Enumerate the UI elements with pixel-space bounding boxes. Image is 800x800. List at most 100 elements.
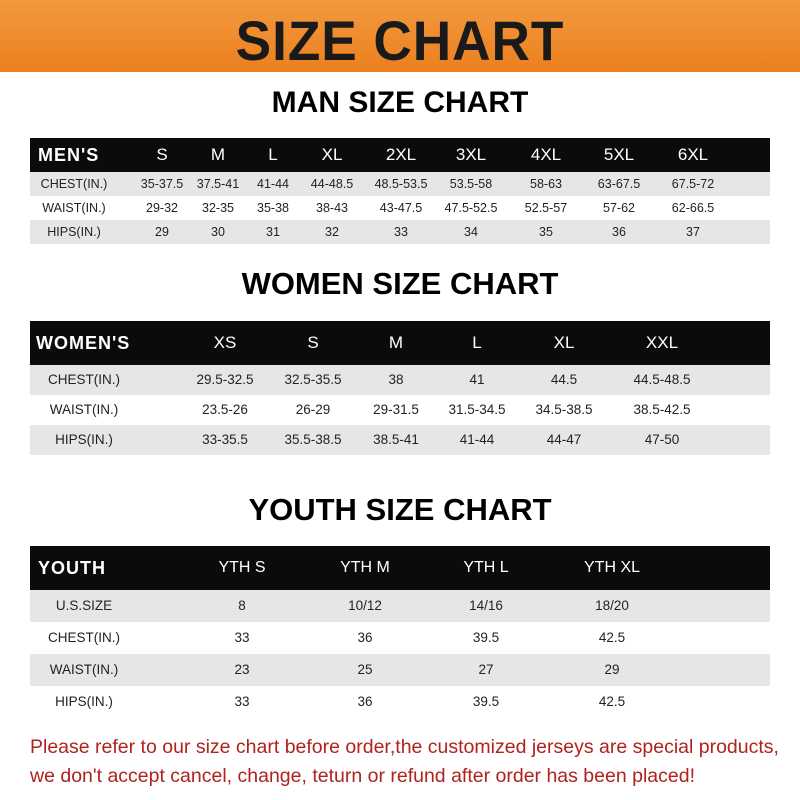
table-cell: 33 [234, 630, 250, 645]
size-header-cell: 6XL [677, 145, 709, 164]
table-cell: 38.5-41 [373, 432, 419, 447]
table-cell: 29 [155, 225, 169, 239]
size-header-cell: 2XL [385, 145, 417, 164]
table-cell: 25 [357, 662, 373, 677]
table-title-cell: MEN'S [38, 145, 100, 165]
table-cell: 26-29 [295, 402, 331, 417]
measure-label-cell: WAIST(IN.) [49, 662, 119, 677]
table-row: HIPS(IN.) 33 36 39.5 42.5 [30, 686, 770, 718]
table-cell: 32-35 [202, 201, 234, 215]
table-cell: 43-47.5 [379, 201, 423, 215]
table-cell: 31 [266, 225, 280, 239]
size-header-cell: YTH XL [583, 559, 641, 576]
men-header-row: MEN'S S M L XL 2XL 3XL 4XL 5XL 6XL [30, 138, 770, 172]
size-header-cell: 5XL [603, 145, 635, 164]
table-row: WAIST(IN.) 29-32 32-35 35-38 38-43 43-47.5 47.… [30, 196, 770, 220]
measure-label-cell: CHEST(IN.) [40, 177, 108, 191]
table-cell: 44.5-48.5 [633, 372, 691, 387]
table-cell: 38-43 [316, 201, 348, 215]
measure-label-cell: HIPS(IN.) [55, 432, 113, 447]
table-cell: 10/12 [348, 598, 382, 613]
size-header-cell: M [210, 145, 226, 164]
table-cell: 29.5-32.5 [196, 372, 254, 387]
table-cell: 23 [234, 662, 250, 677]
table-cell: 29-31.5 [373, 402, 419, 417]
table-row: CHEST(IN.) 29.5-32.5 32.5-35.5 38 41 44.5 44.5… [30, 365, 770, 395]
table-row: U.S.SIZE 8 10/12 14/16 18/20 [30, 590, 770, 622]
women-header-row: WOMEN'S XS S M L XL XXL [30, 321, 770, 365]
table-cell: 41-44 [459, 432, 495, 447]
table-cell: 35-37.5 [140, 177, 184, 191]
table-cell: 39.5 [472, 630, 500, 645]
disclaimer: Please refer to our size chart before or… [30, 733, 790, 791]
table-cell: 32.5-35.5 [284, 372, 342, 387]
size-header-cell: XL [321, 145, 343, 164]
table-title-cell: WOMEN'S [36, 333, 131, 353]
table-row: WAIST(IN.) 23 25 27 29 [30, 654, 770, 686]
table-cell: 58-63 [530, 177, 562, 191]
table-cell: 23.5-26 [202, 402, 248, 417]
size-header-cell: S [307, 333, 319, 352]
table-cell: 36 [612, 225, 626, 239]
measure-label-cell: CHEST(IN.) [48, 630, 120, 645]
table-cell: 30 [211, 225, 225, 239]
size-header-cell: L [472, 333, 482, 352]
size-header-cell: 4XL [530, 145, 562, 164]
table-cell: 34 [464, 225, 478, 239]
table-cell: 41 [469, 372, 485, 387]
table-cell: 47-50 [644, 432, 680, 447]
table-cell: 44-47 [546, 432, 582, 447]
men-section-title: MAN SIZE CHART [271, 86, 529, 119]
table-cell: 32 [325, 225, 339, 239]
table-cell: 29 [604, 662, 620, 677]
measure-label-cell: HIPS(IN.) [47, 225, 101, 239]
table-cell: 47.5-52.5 [444, 201, 498, 215]
table-cell: 14/16 [469, 598, 503, 613]
table-cell: 67.5-72 [671, 177, 715, 191]
measure-label-cell: WAIST(IN.) [42, 201, 106, 215]
women-section-title: WOMEN SIZE CHART [241, 266, 559, 301]
table-cell: 53.5-58 [449, 177, 493, 191]
youth-section-title: YOUTH SIZE CHART [248, 492, 552, 527]
measure-label-cell: CHEST(IN.) [48, 372, 120, 387]
table-cell: 35 [539, 225, 553, 239]
table-cell: 37.5-41 [196, 177, 240, 191]
table-row: WAIST(IN.) 23.5-26 26-29 29-31.5 31.5-34.5 34… [30, 395, 770, 425]
table-cell: 62-66.5 [671, 201, 715, 215]
size-header-cell: S [156, 145, 168, 164]
table-cell: 42.5 [598, 694, 626, 709]
size-header-cell: YTH S [218, 559, 266, 576]
table-cell: 52.5-57 [524, 201, 568, 215]
table-cell: 41-44 [257, 177, 289, 191]
table-cell: 39.5 [472, 694, 500, 709]
table-cell: 8 [238, 598, 246, 613]
table-title-cell: YOUTH [38, 558, 106, 578]
table-row: CHEST(IN.) 35-37.5 37.5-41 41-44 44-48.5 48.5… [30, 172, 770, 196]
table-cell: 44-48.5 [310, 177, 354, 191]
disclaimer-line-2: we don't accept cancel, change, teturn o… [30, 765, 695, 787]
table-cell: 35-38 [257, 201, 289, 215]
measure-label-cell: WAIST(IN.) [49, 402, 119, 417]
measure-label-cell: U.S.SIZE [55, 598, 113, 613]
table-cell: 33 [394, 225, 408, 239]
table-cell: 57-62 [603, 201, 635, 215]
disclaimer-line-1: Please refer to our size chart before or… [30, 736, 779, 758]
table-cell: 36 [357, 630, 373, 645]
size-header-cell: L [268, 145, 278, 164]
women-size-table: WOMEN'S XS S M L XL XXL CHEST(IN.) 29.5-32.5 32.5… [30, 321, 770, 455]
table-cell: 38 [388, 372, 404, 387]
size-header-cell: XXL [645, 333, 679, 352]
table-cell: 63-67.5 [597, 177, 641, 191]
table-cell: 31.5-34.5 [448, 402, 506, 417]
table-cell: 38.5-42.5 [633, 402, 691, 417]
size-header-cell: XL [553, 333, 575, 352]
table-cell: 27 [478, 662, 494, 677]
youth-size-table: YOUTH YTH S YTH M YTH L YTH XL U.S.SIZE 8 10/12… [30, 546, 770, 718]
table-cell: 35.5-38.5 [284, 432, 342, 447]
table-cell: 34.5-38.5 [535, 402, 593, 417]
measure-label-cell: HIPS(IN.) [55, 694, 113, 709]
table-row: HIPS(IN.) 33-35.5 35.5-38.5 38.5-41 41-44 44-… [30, 425, 770, 455]
table-cell: 33-35.5 [202, 432, 248, 447]
table-cell: 33 [234, 694, 250, 709]
banner-title: SIZE CHART [235, 9, 565, 72]
